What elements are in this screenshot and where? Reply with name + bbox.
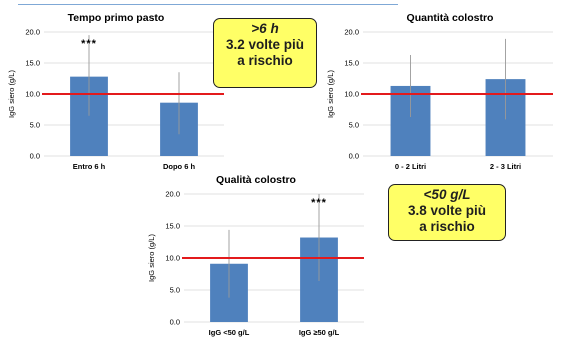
y-tick-label: 15.0 bbox=[25, 59, 40, 68]
callout-qualita: <50 g/L 3.8 volte più a rischio bbox=[388, 184, 506, 241]
y-tick-label: 20.0 bbox=[344, 28, 359, 37]
x-tick-label: Entro 6 h bbox=[73, 162, 106, 171]
x-tick-label: 0 - 2 Litri bbox=[395, 162, 426, 171]
chart-qualita-colostro: Qualità colostro 0.0 5.0 10.0 15.0 20.0 IgG si… bbox=[140, 172, 430, 340]
y-tick-label: 10.0 bbox=[165, 254, 180, 263]
y-axis-label: IgG siero (g/L) bbox=[7, 70, 16, 118]
y-tick-label: 0.0 bbox=[349, 152, 359, 161]
significance-stars: *** bbox=[311, 197, 327, 209]
callout-qualita-line1: 3.8 volte più bbox=[407, 203, 487, 218]
callout-qualita-highlight: <50 g/L bbox=[423, 187, 471, 202]
callout-tempo: >6 h 3.2 volte più a rischio bbox=[213, 18, 317, 88]
y-tick-label: 5.0 bbox=[349, 121, 359, 130]
y-tick-label: 10.0 bbox=[344, 90, 359, 99]
chart-quantita-colostro: Quantità colostro 0.0 5.0 10.0 15.0 20.0 IgG s… bbox=[300, 8, 562, 186]
x-tick-label: Dopo 6 h bbox=[163, 162, 195, 171]
callout-tempo-line2: a rischio bbox=[237, 53, 293, 68]
chart-tempo-primo-pasto: Tempo primo pasto 0.0 5.0 10.0 15.0 20.0 IgG s… bbox=[0, 8, 290, 186]
y-tick-label: 20.0 bbox=[25, 28, 40, 37]
chart-title: Quantità colostro bbox=[407, 12, 494, 24]
y-axis-label: IgG siero (g/L) bbox=[147, 234, 156, 282]
callout-tempo-line1: 3.2 volte più bbox=[225, 37, 305, 52]
y-tick-label: 0.0 bbox=[30, 152, 40, 161]
x-tick-label: 2 - 3 Litri bbox=[490, 162, 521, 171]
y-tick-label: 0.0 bbox=[170, 318, 180, 327]
x-tick-label: IgG <50 g/L bbox=[209, 328, 250, 337]
y-tick-label: 15.0 bbox=[165, 222, 180, 231]
x-tick-label: IgG ≥50 g/L bbox=[299, 328, 340, 337]
chart-svg-2: Qualità colostro 0.0 5.0 10.0 15.0 20.0 IgG si… bbox=[147, 174, 364, 337]
callout-tempo-highlight: >6 h bbox=[251, 21, 279, 36]
y-tick-label: 15.0 bbox=[344, 59, 359, 68]
top-rule bbox=[18, 4, 398, 5]
y-tick-label: 10.0 bbox=[25, 90, 40, 99]
chart-title: Tempo primo pasto bbox=[68, 12, 165, 24]
callout-qualita-line2: a rischio bbox=[419, 219, 475, 234]
y-tick-label: 5.0 bbox=[30, 121, 40, 130]
y-axis-label: IgG siero (g/L) bbox=[326, 70, 335, 118]
significance-stars: *** bbox=[81, 38, 97, 50]
y-tick-label: 5.0 bbox=[170, 286, 180, 295]
chart-title: Qualità colostro bbox=[216, 174, 296, 186]
chart-svg-1: Quantità colostro 0.0 5.0 10.0 15.0 20.0 IgG s… bbox=[326, 12, 553, 171]
y-tick-label: 20.0 bbox=[165, 190, 180, 199]
chart-svg-0: Tempo primo pasto 0.0 5.0 10.0 15.0 20.0 IgG s… bbox=[7, 12, 224, 171]
